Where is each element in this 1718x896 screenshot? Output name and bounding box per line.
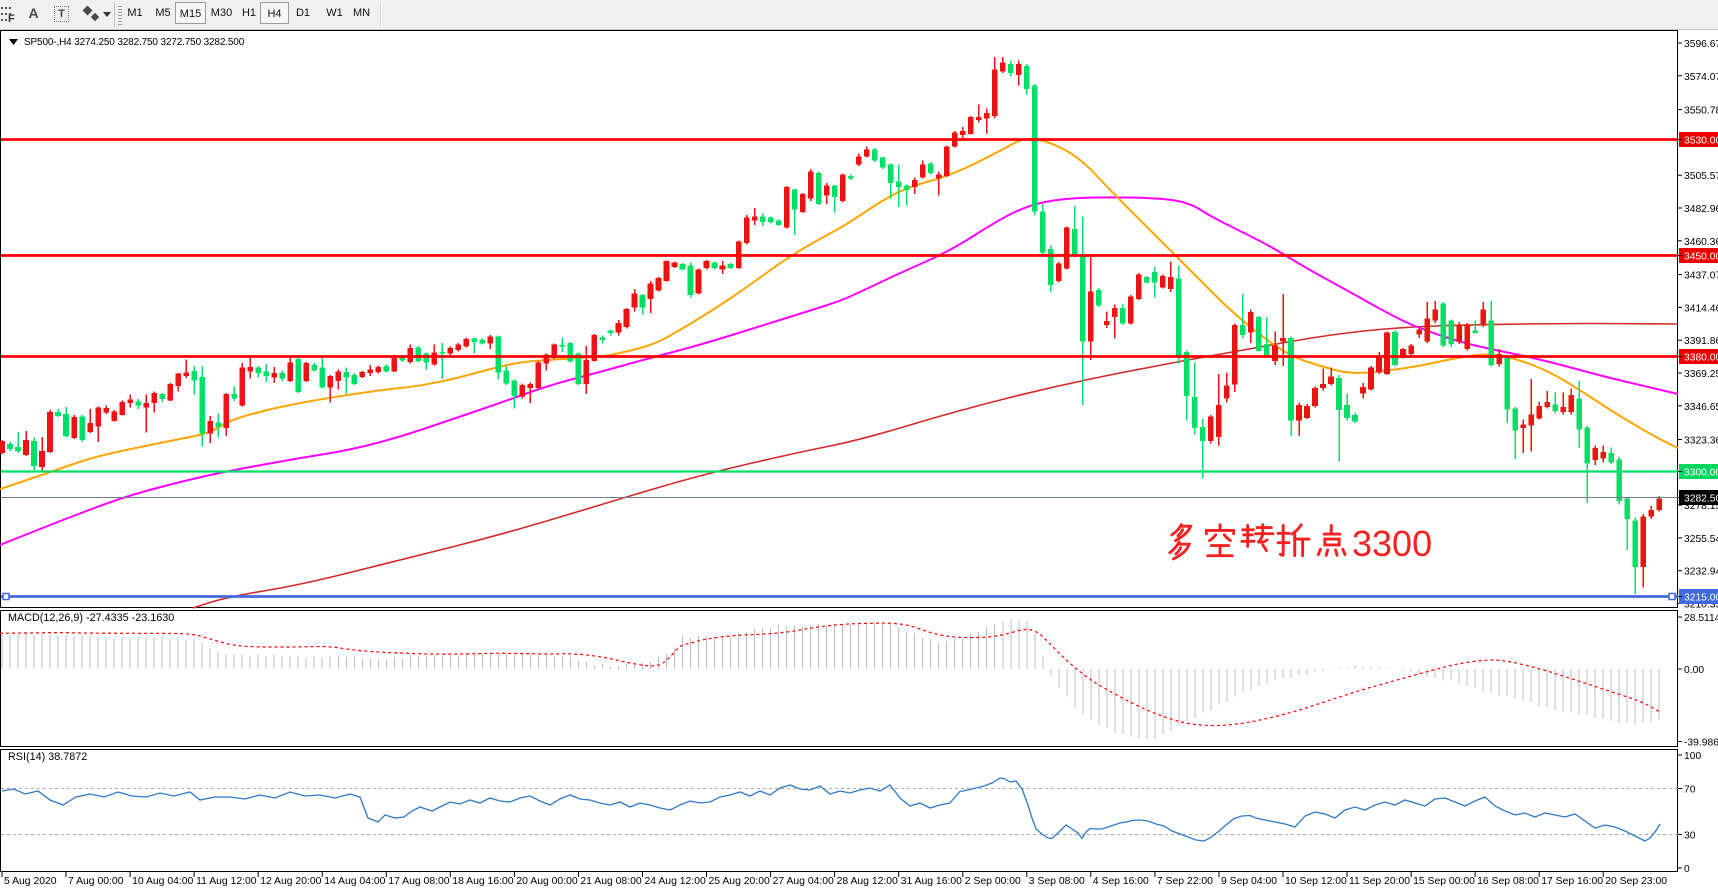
svg-text:17 Sep 16:00: 17 Sep 16:00 — [1541, 876, 1603, 887]
svg-text:3278.150: 3278.150 — [1684, 501, 1718, 512]
svg-text:3323.360: 3323.360 — [1684, 436, 1718, 447]
svg-text:3210.335: 3210.335 — [1684, 600, 1718, 611]
svg-text:70: 70 — [1684, 785, 1696, 796]
svg-text:3369.255: 3369.255 — [1684, 369, 1718, 380]
svg-text:4 Sep 16:00: 4 Sep 16:00 — [1093, 876, 1149, 887]
svg-text:28 Aug 12:00: 28 Aug 12:00 — [837, 876, 898, 887]
svg-text:SP500-,H4 3274.250 3282.750 3: SP500-,H4 3274.250 3282.750 3272.750 328… — [24, 37, 245, 48]
svg-text:25 Aug 20:00: 25 Aug 20:00 — [709, 876, 770, 887]
svg-text:7 Aug 00:00: 7 Aug 00:00 — [68, 876, 124, 887]
svg-text:3391.860: 3391.860 — [1684, 336, 1718, 347]
svg-text:3574.070: 3574.070 — [1684, 72, 1718, 83]
svg-text:28.5114: 28.5114 — [1684, 613, 1718, 624]
svg-text:-39.9869: -39.9869 — [1684, 738, 1718, 749]
svg-text:MACD(12,26,9) -27.4335 -23.163: MACD(12,26,9) -27.4335 -23.1630 — [8, 612, 174, 624]
svg-text:3596.675: 3596.675 — [1684, 39, 1718, 50]
svg-text:3215.000: 3215.000 — [1684, 593, 1718, 604]
svg-text:9 Sep 04:00: 9 Sep 04:00 — [1221, 876, 1277, 887]
svg-text:3346.650: 3346.650 — [1684, 402, 1718, 413]
svg-text:5 Aug 2020: 5 Aug 2020 — [4, 876, 57, 887]
svg-text:21 Aug 08:00: 21 Aug 08:00 — [580, 876, 641, 887]
svg-text:3380.000: 3380.000 — [1684, 353, 1718, 364]
svg-text:0.00: 0.00 — [1684, 665, 1704, 676]
svg-text:3450.000: 3450.000 — [1684, 252, 1718, 263]
svg-text:100: 100 — [1684, 751, 1701, 762]
svg-text:14 Aug 04:00: 14 Aug 04:00 — [324, 876, 385, 887]
svg-text:3437.070: 3437.070 — [1684, 271, 1718, 282]
svg-text:RSI(14) 38.7872: RSI(14) 38.7872 — [8, 751, 87, 763]
svg-text:3505.570: 3505.570 — [1684, 171, 1718, 182]
svg-text:11 Aug 12:00: 11 Aug 12:00 — [196, 876, 257, 887]
svg-text:7 Sep 22:00: 7 Sep 22:00 — [1157, 876, 1213, 887]
svg-text:20 Aug 00:00: 20 Aug 00:00 — [516, 876, 577, 887]
svg-text:17 Aug 08:00: 17 Aug 08:00 — [388, 876, 449, 887]
svg-text:20 Sep 23:00: 20 Sep 23:00 — [1605, 876, 1667, 887]
svg-text:3414.465: 3414.465 — [1684, 303, 1718, 314]
svg-text:18 Aug 16:00: 18 Aug 16:00 — [452, 876, 513, 887]
svg-text:10 Sep 12:00: 10 Sep 12:00 — [1285, 876, 1347, 887]
svg-text:15 Sep 00:00: 15 Sep 00:00 — [1413, 876, 1475, 887]
svg-text:27 Aug 04:00: 27 Aug 04:00 — [773, 876, 834, 887]
svg-text:12 Aug 20:00: 12 Aug 20:00 — [260, 876, 321, 887]
svg-text:30: 30 — [1684, 831, 1696, 842]
svg-text:3482.965: 3482.965 — [1684, 204, 1718, 215]
svg-text:3550.780: 3550.780 — [1684, 106, 1718, 117]
svg-text:3282.500: 3282.500 — [1684, 494, 1718, 505]
svg-text:16 Sep 08:00: 16 Sep 08:00 — [1477, 876, 1539, 887]
svg-text:3300.000: 3300.000 — [1684, 468, 1718, 479]
svg-text:3255.545: 3255.545 — [1684, 534, 1718, 545]
svg-text:3232.940: 3232.940 — [1684, 567, 1718, 578]
svg-text:3300: 3300 — [1352, 523, 1432, 564]
svg-text:31 Aug 16:00: 31 Aug 16:00 — [901, 876, 962, 887]
svg-text:2 Sep 00:00: 2 Sep 00:00 — [965, 876, 1021, 887]
svg-text:0: 0 — [1684, 864, 1690, 875]
svg-text:10 Aug 04:00: 10 Aug 04:00 — [132, 876, 193, 887]
svg-text:3 Sep 08:00: 3 Sep 08:00 — [1029, 876, 1085, 887]
svg-text:11 Sep 20:00: 11 Sep 20:00 — [1349, 876, 1410, 887]
svg-text:3460.360: 3460.360 — [1684, 237, 1718, 248]
svg-text:3530.000: 3530.000 — [1684, 136, 1718, 147]
svg-text:24 Aug 12:00: 24 Aug 12:00 — [645, 876, 706, 887]
